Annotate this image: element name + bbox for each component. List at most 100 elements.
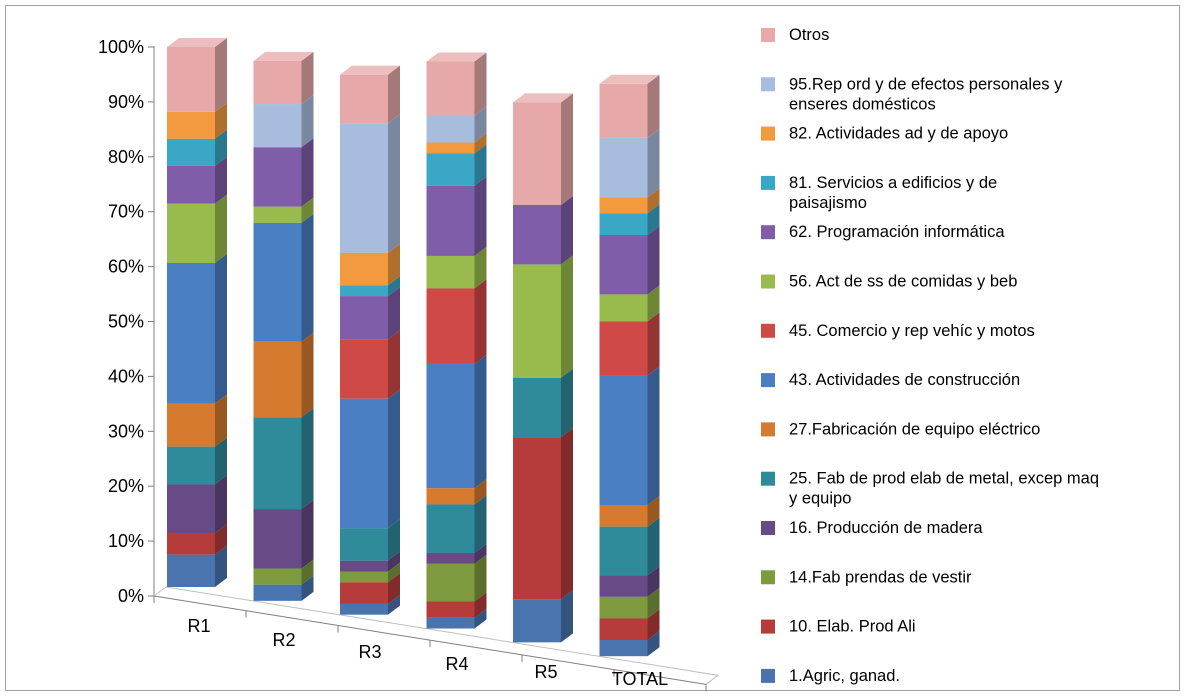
bar-segment-front [426, 185, 475, 256]
bar-segment-front [340, 398, 388, 529]
bar-segment-side [215, 524, 227, 555]
legend-entry: 10. Elab. Prod Ali [761, 618, 916, 636]
bar-segment-side [647, 188, 660, 214]
x-tick-label: R5 [534, 662, 557, 682]
legend-swatch [761, 373, 775, 388]
y-tick-label: 70% [108, 202, 144, 222]
bar-segment-top [599, 74, 660, 84]
bar-segment-side [388, 114, 400, 253]
bar-segment-side [388, 594, 400, 615]
legend-entry: 81. Servicios a edificios y de paisajismo [761, 174, 997, 212]
bar-segment-side [215, 394, 227, 447]
legend-label: 81. Servicios a edificios y de paisajismo [789, 174, 997, 212]
x-tick-label: R3 [358, 642, 381, 662]
bar-segment-front [599, 197, 648, 214]
bar-segment-front [599, 213, 648, 235]
bar-segment-side [388, 330, 400, 399]
bar-segment [253, 213, 314, 342]
y-tick-label: 90% [108, 92, 144, 112]
legend-swatch [761, 422, 775, 437]
bar-segment-side [474, 554, 487, 602]
bar-segment-side [647, 496, 660, 527]
axes [148, 46, 720, 692]
bar-segment-front [426, 115, 475, 143]
legend-label: 62. Programación informática [789, 223, 1005, 241]
bar-segment-front [599, 526, 648, 576]
bar-segment-side [647, 366, 660, 505]
bar-segment [513, 590, 573, 643]
bar-segment-front [426, 288, 475, 364]
chart-frame: 0% 10% 20% 30% 40% 50% 60% 70% 80% 90% 100% R1 R2 R3 R… [5, 5, 1180, 692]
bar-segment-side [647, 226, 660, 295]
bar-segment-side [474, 479, 487, 505]
bar-segment-side [647, 128, 660, 198]
bar-segment [340, 114, 400, 253]
bar-segment-top [513, 93, 573, 103]
bar-segment-front [253, 341, 302, 418]
bar-segment [426, 354, 487, 489]
bar-segment-front [599, 596, 648, 619]
bar-segment [513, 93, 573, 205]
bar-segment-side [388, 562, 400, 583]
legend-swatch [761, 28, 775, 42]
bar-segment-side [301, 559, 314, 585]
bar-segment-side [388, 519, 400, 561]
bar-segment-front [167, 403, 215, 447]
legend-swatch [761, 175, 775, 190]
bar-segment [426, 52, 487, 116]
legend-label: 25. Fab de prod elab de metal, excep maq… [789, 470, 1099, 508]
bar-segment-side [474, 543, 487, 564]
bar-segment-side [474, 52, 487, 116]
bar-segment-front [340, 528, 388, 561]
bar-segment-side [388, 389, 400, 529]
bar-segment-side [474, 246, 487, 289]
bar-segment-side [647, 285, 660, 322]
legend-label: 95.Rep ord y de efectos personales y ense… [789, 75, 1063, 113]
bar-segment-side [474, 279, 487, 364]
bar-segment-front [167, 111, 215, 139]
bar-segment-side [215, 102, 227, 139]
bar-segment-front [599, 375, 648, 505]
bar-segment [513, 255, 573, 378]
bar-segment [340, 389, 400, 529]
bar-segment [513, 195, 573, 265]
legend-swatch [761, 619, 775, 634]
bar-segment-front [253, 104, 302, 148]
bar-segment-side [647, 609, 660, 640]
x-tick-label: R4 [445, 654, 468, 674]
bar-segment-side [561, 255, 573, 378]
legend-swatch [761, 274, 775, 289]
bar-segment-front [599, 321, 648, 376]
bar-segment-front [599, 294, 648, 322]
bar-segment-side [301, 408, 314, 510]
bar-segment-side [647, 566, 660, 597]
bar-segment-front [599, 83, 648, 138]
legend-swatch [761, 668, 775, 683]
bar-segment [253, 51, 314, 105]
bar-segment [253, 408, 314, 510]
bar-segment-front [599, 575, 648, 597]
bar-segment [599, 366, 660, 505]
legend-swatch [761, 77, 775, 92]
y-tick-label: 20% [108, 476, 144, 496]
legend-entry: 14.Fab prendas de vestir [761, 568, 972, 586]
bar-segment [513, 428, 573, 600]
bar-segment-side [215, 545, 227, 587]
bar-segment-side [647, 204, 660, 235]
y-tick-label: 60% [108, 257, 144, 277]
bar-segment-side [561, 428, 573, 600]
bar-segment-front [167, 203, 215, 263]
bar-segment-side [301, 138, 314, 207]
bar-segment-top [426, 52, 487, 62]
legend-entry: 27.Fabricación de equipo eléctrico [761, 420, 1040, 438]
bar-segment-side [388, 573, 400, 604]
bar-segment-front [253, 584, 302, 601]
bar-segment [599, 74, 660, 138]
bar-segment-side [215, 129, 227, 166]
legend-label: 45. Comercio y rep vehíc y motos [789, 322, 1035, 340]
bar-segment-front [340, 252, 388, 286]
legend-label: 82. Actividades ad y de apoyo [789, 125, 1008, 143]
bar-segment-side [474, 495, 487, 553]
bar-segment-front [167, 263, 215, 404]
bar-segment-side [215, 38, 227, 112]
